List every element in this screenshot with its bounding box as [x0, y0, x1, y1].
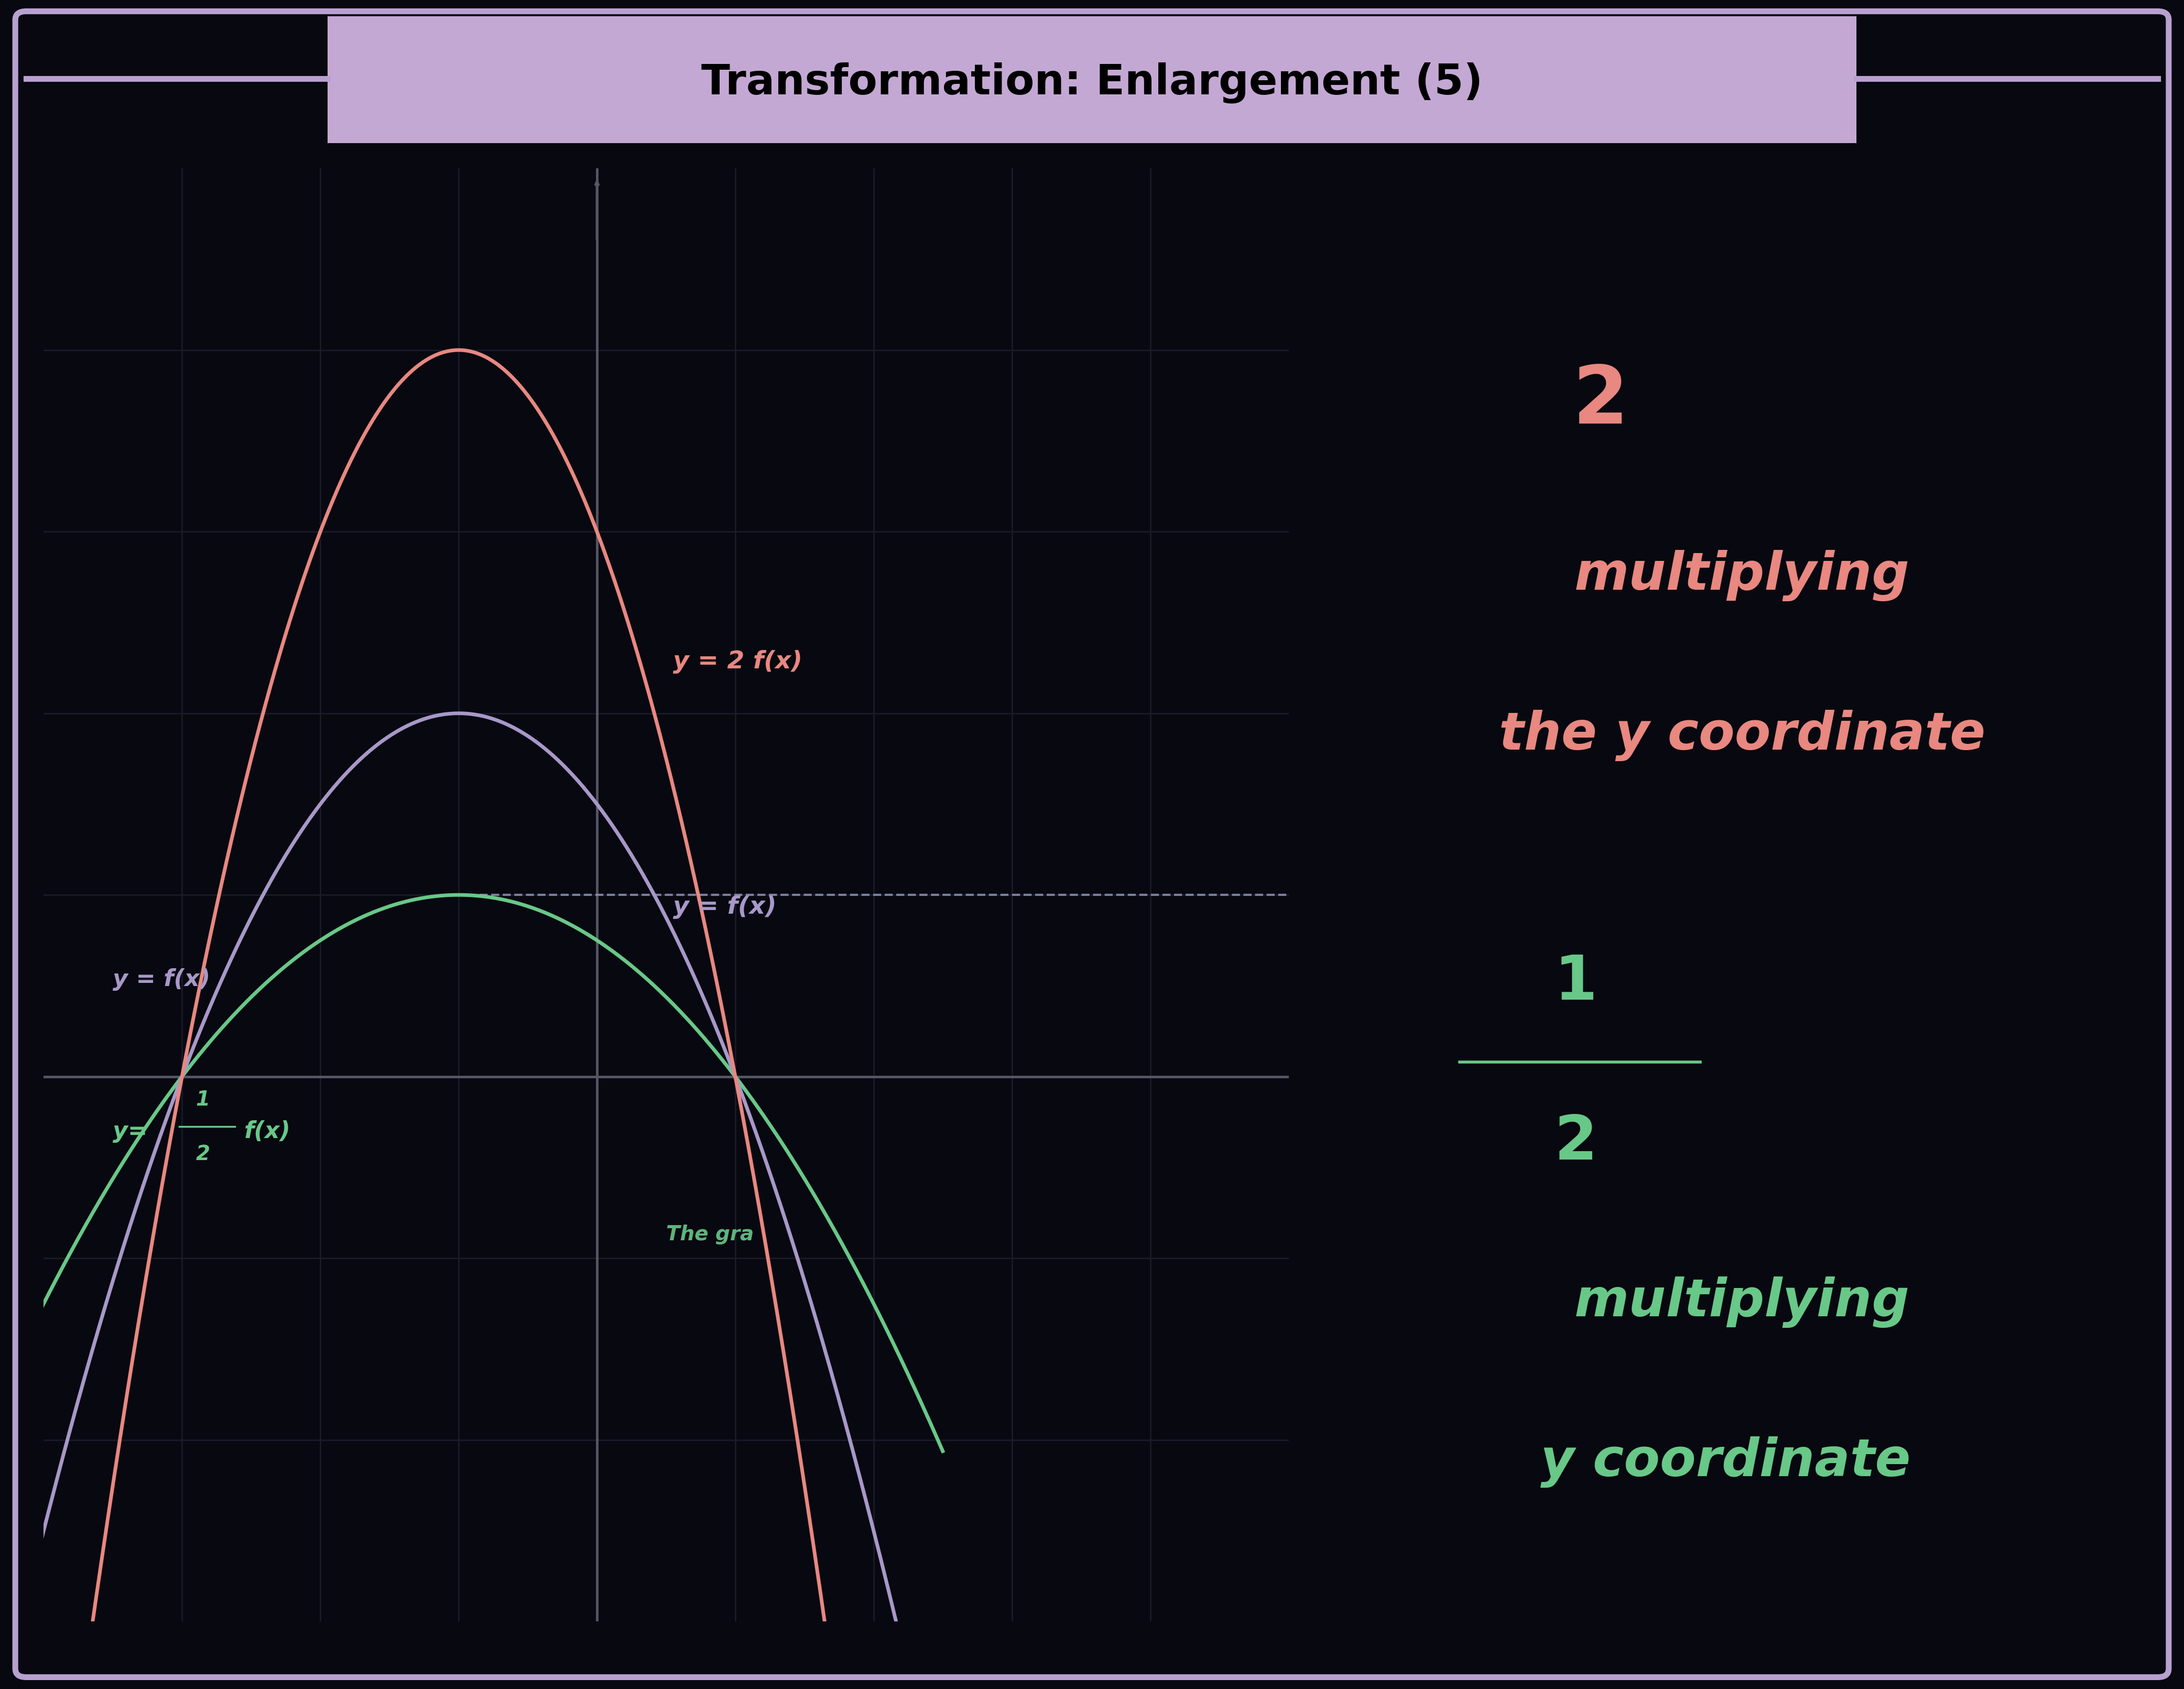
Text: 2: 2	[197, 1143, 210, 1164]
Text: the y coordinate: the y coordinate	[1498, 709, 1985, 762]
Text: Transformation: Enlargement (5): Transformation: Enlargement (5)	[701, 62, 1483, 103]
Text: multiplying: multiplying	[1575, 551, 1909, 601]
Text: 2: 2	[1555, 1111, 1597, 1172]
Text: y = 2 f(x): y = 2 f(x)	[673, 650, 802, 674]
Text: 1: 1	[1555, 953, 1597, 1012]
Text: y=: y=	[114, 1120, 149, 1142]
Text: y = f(x): y = f(x)	[673, 895, 778, 919]
Text: y coordinate: y coordinate	[1540, 1436, 1911, 1488]
FancyBboxPatch shape	[251, 10, 1933, 150]
Text: 1: 1	[197, 1089, 210, 1110]
Text: multiplying: multiplying	[1575, 1277, 1909, 1328]
Text: 2: 2	[1572, 361, 1629, 441]
Text: The gra: The gra	[666, 1225, 753, 1245]
Text: f(x): f(x)	[245, 1120, 290, 1142]
Text: y = f(x): y = f(x)	[114, 968, 210, 991]
